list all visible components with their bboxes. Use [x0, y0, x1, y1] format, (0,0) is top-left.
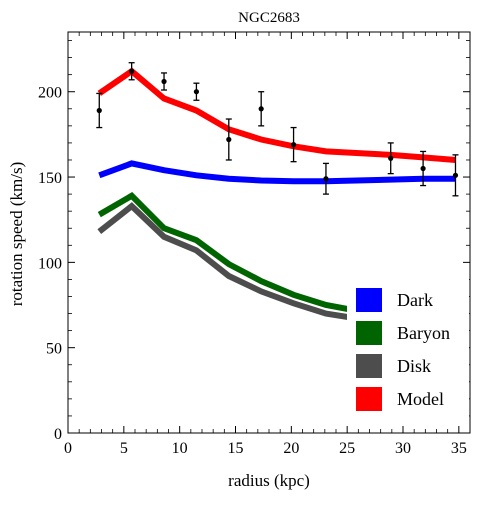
- data-point: [193, 89, 200, 95]
- data-point: [96, 107, 102, 114]
- x-tick-label: 10: [172, 440, 188, 457]
- x-axis-label: radius (kpc): [228, 471, 310, 490]
- data-point: [290, 142, 297, 148]
- legend-swatch-dark: [356, 288, 382, 312]
- x-tick-label: 35: [451, 440, 467, 457]
- data-point: [129, 68, 135, 74]
- data-point: [388, 155, 394, 161]
- legend-label-dark: Dark: [397, 290, 433, 310]
- data-point: [420, 165, 426, 172]
- legend-swatch-disk: [356, 354, 382, 378]
- series-line-dark: [98, 160, 456, 185]
- data-point: [161, 78, 167, 85]
- data-point: [452, 172, 459, 178]
- y-tick-label: 0: [54, 426, 62, 443]
- x-tick-label: 30: [395, 440, 411, 457]
- legend-swatch-baryon: [356, 321, 382, 345]
- y-tick-label: 50: [46, 341, 62, 358]
- x-tick-label: 15: [228, 440, 244, 457]
- data-point: [226, 136, 232, 143]
- legend-label-model: Model: [397, 389, 444, 409]
- legend-label-disk: Disk: [397, 356, 431, 376]
- y-tick-label: 150: [38, 170, 62, 187]
- legend: Dark Baryon Disk Model: [347, 278, 469, 418]
- data-point: [258, 106, 264, 112]
- chart-title: NGC2683: [238, 10, 300, 26]
- series-line-model: [97, 67, 456, 163]
- legend-label-baryon: Baryon: [397, 323, 450, 343]
- y-tick-label: 200: [38, 85, 62, 102]
- y-tick-label: 100: [38, 255, 62, 272]
- legend-swatch-model: [356, 387, 382, 411]
- x-tick-label: 20: [283, 440, 299, 457]
- y-axis-label: rotation speed (km/s): [7, 162, 26, 306]
- x-tick-label: 5: [120, 440, 128, 457]
- x-tick-label: 0: [64, 440, 72, 457]
- data-point: [323, 176, 329, 182]
- x-tick-label: 25: [339, 440, 355, 457]
